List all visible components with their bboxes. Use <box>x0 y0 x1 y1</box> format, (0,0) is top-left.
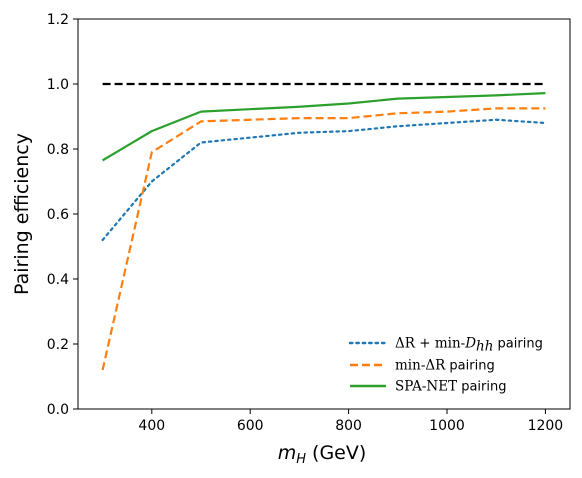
x-axis-label: mH (GeV) <box>278 442 367 467</box>
x-tick-label: 800 <box>335 418 362 434</box>
legend-label-mindr: min-ΔR pairing <box>395 358 495 374</box>
x-tick-label: 1200 <box>528 418 564 434</box>
series-line-drmin <box>101 118 547 242</box>
series-line-mindr <box>101 107 546 371</box>
y-tick-label: 0.8 <box>47 142 69 158</box>
y-tick-label: 0.6 <box>47 207 69 223</box>
axis-ticks: 400 600 800 1000 1200 0.0 0.2 0.4 0.6 0.8 1.0 1.2 <box>47 12 563 434</box>
x-tick-label: 400 <box>138 418 165 434</box>
series-line-spanet <box>102 92 546 162</box>
y-tick-label: 0.4 <box>47 272 69 288</box>
legend-label-spanet: SPA-NET pairing <box>395 379 507 395</box>
y-tick-label: 1.2 <box>47 12 69 28</box>
x-axis-label-unit: (GeV) <box>306 442 366 464</box>
y-tick-label: 0.2 <box>47 337 69 353</box>
legend: ΔR + min-Dhh pairing min-ΔR pairing SPA-… <box>348 336 543 395</box>
x-tick-label: 1000 <box>429 418 465 434</box>
y-tick-label: 1.0 <box>47 77 69 93</box>
x-axis-label-symbol: m <box>278 442 297 464</box>
x-axis-label-subscript: H <box>296 452 306 467</box>
legend-label-drmin: ΔR + min-Dhh pairing <box>395 336 543 355</box>
y-axis-label: Pairing efficiency <box>11 133 33 295</box>
x-tick-label: 600 <box>237 418 264 434</box>
plot-lines <box>101 82 547 371</box>
y-tick-label: 0.0 <box>47 402 69 418</box>
